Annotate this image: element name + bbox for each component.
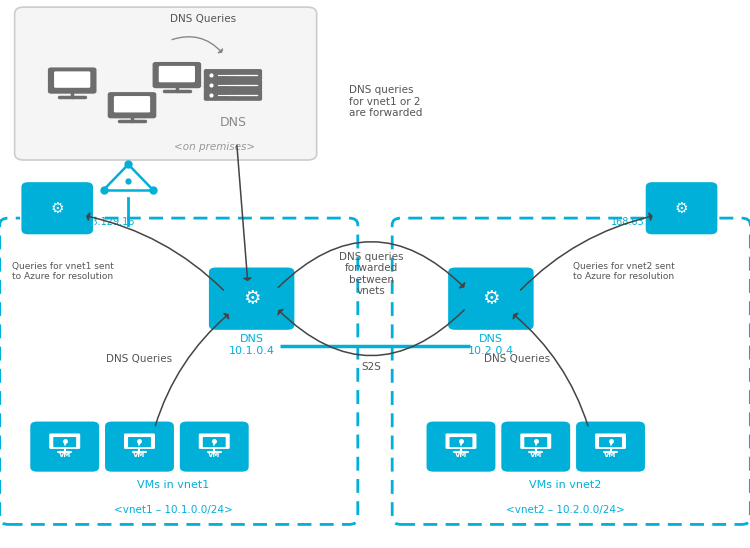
Text: 168.63.129.16: 168.63.129.16 [64, 217, 135, 227]
Text: <vnet1 – 10.1.0.0/24>: <vnet1 – 10.1.0.0/24> [114, 505, 232, 515]
FancyBboxPatch shape [575, 421, 646, 472]
FancyBboxPatch shape [449, 437, 472, 447]
Text: VM: VM [530, 452, 542, 458]
Text: ⚙: ⚙ [50, 201, 64, 216]
FancyBboxPatch shape [152, 62, 201, 88]
Text: S2S: S2S [362, 362, 381, 372]
Text: VMs in vnet2: VMs in vnet2 [530, 480, 602, 490]
Text: <on premises>: <on premises> [174, 142, 255, 152]
FancyBboxPatch shape [448, 267, 534, 330]
FancyBboxPatch shape [124, 433, 155, 449]
Text: ⚙: ⚙ [482, 289, 500, 308]
Text: VM: VM [454, 452, 467, 458]
Text: DNS Queries: DNS Queries [106, 354, 172, 364]
FancyBboxPatch shape [14, 7, 316, 160]
FancyBboxPatch shape [50, 433, 80, 449]
Text: DNS
10.1.0.4: DNS 10.1.0.4 [229, 334, 274, 356]
FancyBboxPatch shape [524, 437, 548, 447]
FancyBboxPatch shape [599, 437, 622, 447]
FancyBboxPatch shape [159, 66, 195, 82]
FancyBboxPatch shape [108, 92, 156, 118]
Text: Queries for vnet1 sent
to Azure for resolution: Queries for vnet1 sent to Azure for reso… [13, 261, 114, 281]
Text: VMs in vnet1: VMs in vnet1 [137, 480, 209, 490]
FancyBboxPatch shape [53, 437, 76, 447]
Text: DNS
10.2.0.4: DNS 10.2.0.4 [468, 334, 514, 356]
Text: 168.63.129.16: 168.63.129.16 [610, 217, 681, 227]
Text: DNS: DNS [220, 116, 247, 129]
Text: ⚙: ⚙ [675, 201, 688, 216]
FancyBboxPatch shape [595, 433, 626, 449]
FancyBboxPatch shape [128, 437, 151, 447]
FancyBboxPatch shape [500, 421, 571, 472]
FancyBboxPatch shape [520, 433, 551, 449]
FancyBboxPatch shape [426, 421, 496, 472]
FancyBboxPatch shape [114, 96, 150, 112]
Text: VM: VM [134, 452, 146, 458]
FancyBboxPatch shape [202, 437, 226, 447]
FancyBboxPatch shape [645, 181, 718, 235]
Text: DNS queries
forwarded
between
vnets: DNS queries forwarded between vnets [339, 252, 404, 296]
FancyBboxPatch shape [104, 421, 175, 472]
Text: <vnet2 – 10.2.0.0/24>: <vnet2 – 10.2.0.0/24> [506, 505, 625, 515]
Text: Queries for vnet2 sent
to Azure for resolution: Queries for vnet2 sent to Azure for reso… [573, 261, 675, 281]
FancyBboxPatch shape [446, 433, 476, 449]
Text: VM: VM [604, 452, 616, 458]
FancyBboxPatch shape [48, 67, 97, 94]
FancyBboxPatch shape [21, 181, 94, 235]
FancyBboxPatch shape [179, 421, 250, 472]
Text: VM: VM [208, 452, 220, 458]
FancyBboxPatch shape [54, 71, 90, 88]
FancyBboxPatch shape [204, 79, 262, 91]
Text: VM: VM [58, 452, 70, 458]
FancyBboxPatch shape [204, 69, 262, 81]
FancyBboxPatch shape [209, 267, 295, 330]
Text: ⚙: ⚙ [243, 289, 260, 308]
Text: DNS Queries: DNS Queries [484, 354, 550, 364]
FancyBboxPatch shape [29, 421, 100, 472]
Text: DNS Queries: DNS Queries [170, 14, 236, 24]
FancyBboxPatch shape [204, 89, 262, 101]
FancyBboxPatch shape [199, 433, 230, 449]
Text: DNS queries
for vnet1 or 2
are forwarded: DNS queries for vnet1 or 2 are forwarded [349, 85, 422, 118]
